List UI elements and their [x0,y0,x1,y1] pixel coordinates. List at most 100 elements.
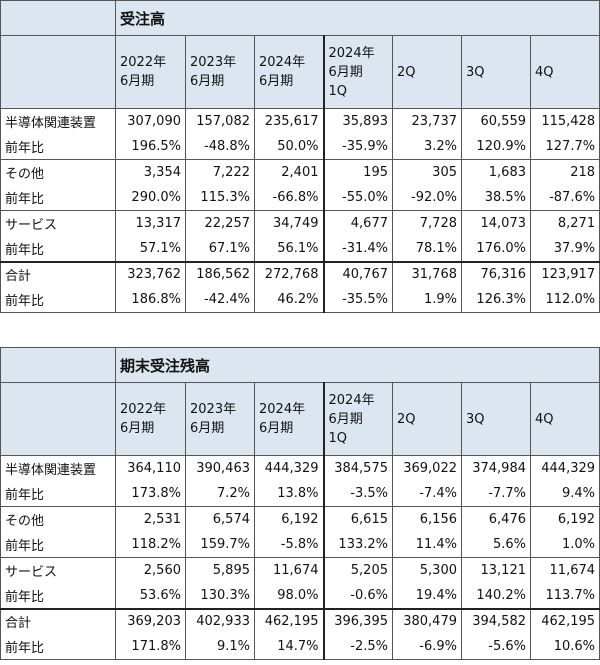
cell-value: -6.9% [392,634,462,660]
header-line: 2Q [397,64,416,80]
cell-value: 127.7% [529,134,600,160]
row-label: その他 [0,506,116,532]
cell-value: 186.8% [115,287,186,313]
row-label: 前年比 [0,532,116,558]
corner-cell [0,0,116,36]
header-line: 6月期 [120,421,155,436]
cell-value: 133.2% [322,532,393,558]
header-row: 2022年 6月期 2023年 6月期 2024年 6月期 2024年 6月期 1Q 2Q 3Q 4Q [0,382,600,456]
row-label: 前年比 [0,236,116,262]
cell-value: -7.7% [461,481,531,507]
cell-value: 159.7% [185,532,255,558]
data-row: 半導体関連装置 364,110 390,463 444,329 384,575 369,0… [0,455,600,481]
row-label: 前年比 [0,185,116,211]
header-line: 6月期 [328,411,363,427]
header-line: 2024年 [259,55,306,70]
cell-value: 5,895 [185,557,255,583]
cell-value: 390,463 [185,455,255,481]
cell-value: 2,560 [115,557,186,583]
cell-value: 4,677 [322,210,393,236]
column-header: 3Q [461,382,531,456]
data-row: 半導体関連装置 307,090 157,082 235,617 35,893 23,737… [0,108,600,134]
header-line: 6月期 [190,74,225,89]
data-row: その他 2,531 6,574 6,192 6,615 6,156 6,476 6,192 [0,506,600,532]
row-label: 前年比 [0,287,116,313]
cell-value: 171.8% [115,634,186,660]
cell-value: 40,767 [322,260,393,287]
cell-value: 118.2% [115,532,186,558]
row-label: サービス [0,210,116,236]
cell-value: 11,674 [254,557,324,583]
cell-value: -35.9% [322,134,393,160]
cell-value: 3.2% [392,134,462,160]
header-line: 4Q [535,411,554,427]
row-label: 合計 [0,607,116,634]
data-row: 合計 369,203 402,933 462,195 396,395 380,479 394… [0,607,600,634]
column-header: 2Q [392,35,462,109]
column-header: 4Q [529,35,600,109]
data-table: 期末受注残高 2022年 6月期 2023年 6月期 2024年 6月期 2024年 6月期 1Q… [0,347,600,660]
cell-value: 364,110 [115,455,186,481]
column-header: 2023年 6月期 [185,35,255,109]
row-label: 前年比 [0,134,116,160]
cell-value: 218 [529,159,600,185]
cell-value: 130.3% [185,583,255,609]
cell-value: 444,329 [529,455,600,481]
data-row: サービス 13,317 22,257 34,749 4,677 7,728 14,073 8,… [0,210,600,236]
cell-value: -5.6% [461,634,531,660]
cell-value: 444,329 [254,455,324,481]
cell-value: 53.6% [115,583,186,609]
cell-value: 115,428 [529,108,600,134]
cell-value: 78.1% [392,236,462,262]
cell-value: -87.6% [529,185,600,211]
cell-value: 113.7% [529,583,600,609]
cell-value: 46.2% [254,287,324,313]
cell-value: 120.9% [461,134,531,160]
cell-value: 323,762 [115,260,186,287]
cell-value: 13,317 [115,210,186,236]
cell-value: 2,531 [115,506,186,532]
cell-value: 369,203 [115,607,186,634]
cell-value: -66.8% [254,185,324,211]
cell-value: 157,082 [185,108,255,134]
cell-value: 7,222 [185,159,255,185]
cell-value: 67.1% [185,236,255,262]
cell-value: 5,300 [392,557,462,583]
cell-value: 115.3% [185,185,255,211]
cell-value: 13,121 [461,557,531,583]
row-label: 前年比 [0,634,116,660]
cell-value: 305 [392,159,462,185]
cell-value: 5.6% [461,532,531,558]
cell-value: 60,559 [461,108,531,134]
cell-value: 76,316 [461,260,531,287]
cell-value: 6,476 [461,506,531,532]
cell-value: 22,257 [185,210,255,236]
header-line: 3Q [466,411,485,427]
header-line: 2Q [397,411,416,427]
header-line: 2022年 [120,402,167,417]
cell-value: -35.5% [322,287,393,313]
cell-value: -5.8% [254,532,324,558]
cell-value: 1.0% [529,532,600,558]
cell-value: 112.0% [529,287,600,313]
column-header: 2022年 6月期 [115,35,186,109]
column-header: 2024年 6月期 [254,35,324,109]
header-row: 2022年 6月期 2023年 6月期 2024年 6月期 2024年 6月期 1Q 2Q 3Q 4Q [0,35,600,109]
data-row: 前年比 118.2% 159.7% -5.8% 133.2% 11.4% 5.6% 1.0% [0,532,600,558]
corner-cell [0,382,116,456]
cell-value: 13.8% [254,481,324,507]
row-label: 前年比 [0,481,116,507]
data-row: 前年比 186.8% -42.4% 46.2% -35.5% 1.9% 126.3% 112.… [0,287,600,313]
data-row: 前年比 196.5% -48.8% 50.0% -35.9% 3.2% 120.9% 127.… [0,134,600,160]
cell-value: 195 [322,159,393,185]
column-header: 2022年 6月期 [115,382,186,456]
header-line: 1Q [328,430,348,446]
cell-value: 38.5% [461,185,531,211]
cell-value: 384,575 [322,455,393,481]
cell-value: 380,479 [392,607,462,634]
header-line: 6月期 [259,421,294,436]
header-line: 2023年 [190,402,237,417]
table-title: 受注高 [114,0,600,36]
cell-value: 11.4% [392,532,462,558]
column-header: 3Q [461,35,531,109]
